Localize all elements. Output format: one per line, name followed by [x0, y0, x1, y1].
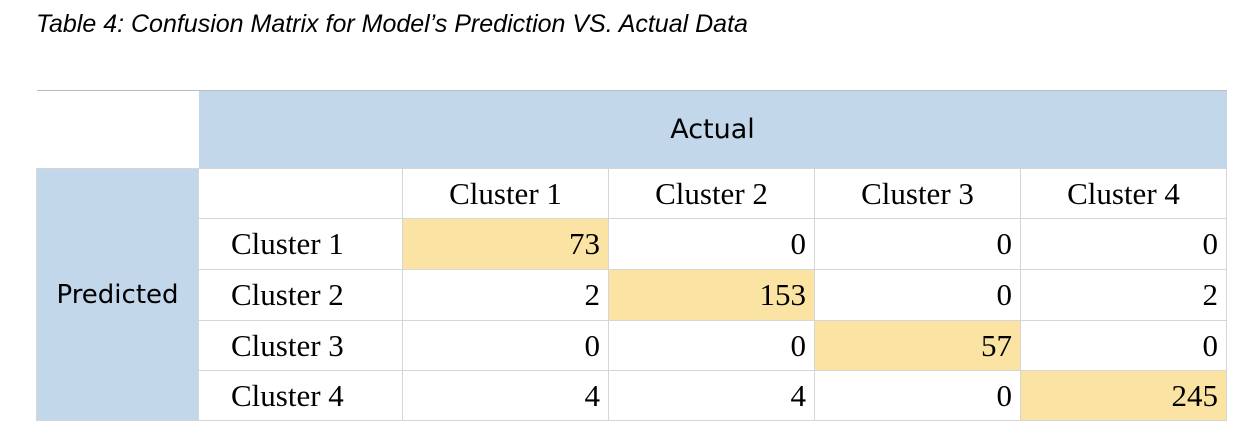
table-row: Cluster 1 73 0 0 0 — [37, 218, 1227, 270]
row-header: Cluster 3 — [198, 320, 403, 371]
matrix-cell: 4 — [402, 370, 609, 421]
confusion-matrix-table: Actual Predicted Cluster 1 Cluster 2 Clu… — [36, 90, 1227, 421]
matrix-cell: 0 — [814, 218, 1021, 270]
actual-header: Actual — [198, 90, 1227, 169]
matrix-cell: 73 — [402, 218, 609, 270]
table-row: Cluster 4 4 4 0 245 — [37, 370, 1227, 421]
matrix-cell: 0 — [608, 218, 815, 270]
table-caption: Table 4: Confusion Matrix for Model’s Pr… — [36, 10, 748, 38]
row-header: Cluster 4 — [198, 370, 403, 421]
matrix-cell: 0 — [814, 269, 1021, 321]
predicted-header: Predicted — [36, 168, 199, 421]
matrix-cell: 0 — [1020, 218, 1227, 270]
matrix-cell: 0 — [608, 320, 815, 371]
matrix-cell: 4 — [608, 370, 815, 421]
column-header: Cluster 4 — [1020, 168, 1227, 219]
matrix-cell: 0 — [402, 320, 609, 371]
matrix-cell: 245 — [1020, 370, 1227, 421]
row-header: Cluster 1 — [198, 218, 403, 270]
row-header-blank — [198, 168, 403, 219]
column-header: Cluster 2 — [608, 168, 815, 219]
table-row: Cluster 2 2 153 0 2 — [37, 269, 1227, 321]
matrix-cell: 0 — [814, 370, 1021, 421]
row-header: Cluster 2 — [198, 269, 403, 321]
matrix-cell: 2 — [402, 269, 609, 321]
column-header: Cluster 1 — [402, 168, 609, 219]
corner-cell — [36, 90, 199, 169]
column-header: Cluster 3 — [814, 168, 1021, 219]
matrix-cell: 57 — [814, 320, 1021, 371]
matrix-cell: 0 — [1020, 320, 1227, 371]
matrix-cell: 153 — [608, 269, 815, 321]
table-row: Cluster 3 0 0 57 0 — [37, 320, 1227, 371]
matrix-cell: 2 — [1020, 269, 1227, 321]
